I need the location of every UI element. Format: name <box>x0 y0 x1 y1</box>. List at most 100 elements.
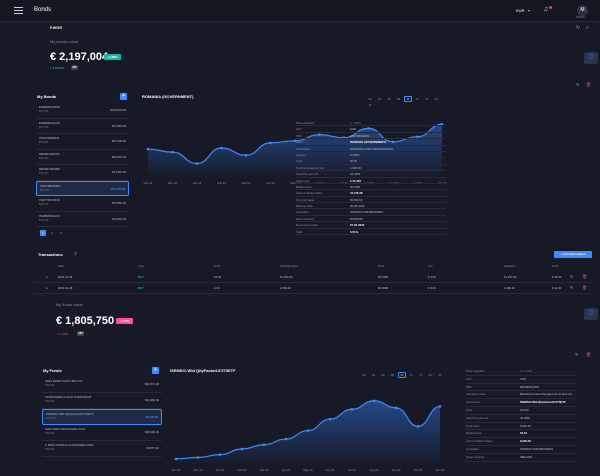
list-item[interactable]: ES0000012L29 €90,530 €21,981.00 <box>36 119 129 134</box>
detail-value: IE00BP3QZ601 <box>520 384 540 389</box>
table-row[interactable]: ● 2022-01-18 BUY 2.00 2,000.00 94.0000 € 3.00 1… <box>34 283 594 294</box>
shield-icon[interactable]: ⛉ <box>584 308 598 320</box>
range-button[interactable]: All <box>438 374 442 377</box>
list-item-value: €12,950.00 <box>145 398 159 402</box>
detail-row: Units 50.00 <box>296 158 446 165</box>
detail-row: Issuer Country ROMANIA <box>296 216 446 223</box>
list-item-sub: €90,530 <box>45 384 55 387</box>
list-item-value: €19,001.00 <box>112 216 126 221</box>
avatar[interactable]: M <box>577 5 588 16</box>
list-item-name: ISEMSCI Wld QltyFactorUCITSETF <box>46 412 94 416</box>
add-transaction-button[interactable]: + Add transaction <box>554 251 592 258</box>
list-item-name: XS2748311804 <box>40 183 61 188</box>
list-item[interactable]: X MSCI WORLD CONSUMER DISC €90,530 €4,557.… <box>42 441 162 457</box>
range-button[interactable]: All <box>368 104 372 107</box>
list-item[interactable]: XS2778371636 €90,530 €75,850.00 <box>36 196 129 212</box>
page-button[interactable]: 2 <box>51 231 53 235</box>
detail-row: Issuer Country IRELAND <box>466 454 576 462</box>
search-icon[interactable]: ⌕ <box>586 25 589 31</box>
fund-line-chart <box>174 399 442 466</box>
range-button[interactable]: 1W <box>362 374 366 377</box>
funds-period-badge: 28d <box>77 331 84 336</box>
chart-point <box>328 417 332 421</box>
list-item[interactable]: XTRACKERS II EUR OVERNIGHT €90,530 €12,950… <box>42 393 162 409</box>
x-tick-label: Nov 23 <box>435 468 445 472</box>
list-item[interactable]: ISHS MSCI EM IMI ESG SCR €90,530 €28,000.0… <box>42 425 162 441</box>
range-button[interactable]: 3Y <box>416 98 419 101</box>
bonds-pct-badge: +4.88% <box>104 54 121 60</box>
range-button[interactable]: 10Y <box>428 374 433 377</box>
edit-icon[interactable]: ✎ <box>570 285 574 290</box>
detail-key: Price evolution <box>296 121 315 125</box>
row-bullet-icon: ● <box>46 286 48 290</box>
detail-value: 50.00 <box>350 159 357 164</box>
list-item[interactable]: XS1979389261 €90,530 €41,000.00 <box>36 134 129 150</box>
list-item[interactable]: ISHS EURO GOVT BD 3-5Y €90,530 €26,574.00 <box>42 377 162 393</box>
chart-point <box>416 135 419 138</box>
detail-row: Avg Price per unit 46.3062 <box>466 415 576 423</box>
range-button[interactable]: 1W <box>368 98 372 101</box>
filter-icon[interactable]: ⚲ <box>74 251 77 256</box>
x-tick-label: May 23 <box>290 181 300 185</box>
column-header: Price <box>378 264 385 268</box>
range-button[interactable]: 3M <box>387 98 391 101</box>
detail-key: Total costs <box>296 178 310 183</box>
detail-value: 5.250% <box>350 152 360 157</box>
x-tick-label: Feb 23 <box>237 468 247 472</box>
my-bonds-panel: My Bonds + ES0000012K53 €90,530 €236,824.0… <box>34 92 130 250</box>
range-button[interactable]: 5Y <box>419 374 423 377</box>
range-button[interactable]: 3Y <box>410 374 413 377</box>
chevron-down-icon[interactable]: ▾ <box>528 8 531 13</box>
list-item-name: DE0001030559 <box>39 167 60 171</box>
menu-icon[interactable] <box>14 7 23 14</box>
list-item-value: €236,824.00 <box>110 108 126 112</box>
edit-icon[interactable]: ✎ <box>570 274 574 279</box>
list-item[interactable]: ISEMSCI Wld QltyFactorUCITSETF €90,530 €9,… <box>42 409 162 425</box>
x-tick-label: Mar 23 <box>259 468 269 472</box>
delete-icon[interactable]: 🗑 <box>586 82 592 87</box>
detail-key: Issuer Country <box>466 454 485 459</box>
detail-key: Custodian <box>466 446 479 451</box>
range-button[interactable]: 1M <box>377 98 382 101</box>
add-fund-button[interactable]: + <box>152 367 159 374</box>
range-button[interactable]: 1Y <box>404 96 412 102</box>
range-button[interactable]: 6M <box>396 98 401 101</box>
detail-row: Next coupon date 27-05-2024 <box>296 222 446 229</box>
detail-key: Issuer Country <box>296 216 315 221</box>
table-cell-price: 95.5300 <box>378 275 389 279</box>
detail-value: 30-05-2032 <box>350 204 365 209</box>
list-item[interactable]: ES0000012K53 €90,530 €236,824.00 <box>36 103 129 119</box>
detail-value: XS2748311804 <box>350 133 370 138</box>
list-item-sub: €90,530 <box>39 125 49 129</box>
delete-icon[interactable]: 🗑 <box>582 285 588 290</box>
list-item[interactable]: XS2895131103 €90,530 €19,001.00 <box>36 212 129 227</box>
range-button[interactable]: 1Y <box>398 372 406 378</box>
detail-value: 50,000.00 <box>350 197 363 202</box>
detail-key: Nominal value per unit <box>296 165 324 170</box>
range-button[interactable]: 1M <box>371 374 376 377</box>
range-button[interactable]: 3M <box>381 374 385 377</box>
add-bond-button[interactable]: + <box>120 93 127 100</box>
funds-value-label: My funds value <box>56 302 83 307</box>
page-button[interactable]: 1 <box>40 230 46 236</box>
delete-icon[interactable]: 🗑 <box>586 352 592 357</box>
currency-select[interactable]: EUR <box>516 8 525 13</box>
list-item[interactable]: DE0001030441 €90,530 €99,624.00 <box>36 150 129 165</box>
funds-value-amount: € 1,805,750 <box>56 315 115 327</box>
page-button[interactable]: 3 <box>60 231 62 235</box>
list-item[interactable]: XS2748311804 €90,530 €47,476.38 <box>36 180 129 196</box>
my-bonds-title: My Bonds <box>37 94 57 99</box>
shield-icon[interactable]: ⛉ <box>584 52 598 64</box>
list-item-name: X MSCI WORLD CONSUMER DISC <box>45 443 94 447</box>
detail-row: Price evolution (+ 6.12%) <box>466 368 576 376</box>
bell-icon[interactable]: ♫ <box>543 6 549 13</box>
range-button[interactable]: 6M <box>390 374 395 377</box>
history-icon[interactable]: ↻ <box>576 25 581 31</box>
edit-icon[interactable]: ✎ <box>576 82 580 87</box>
range-button[interactable]: 10Y <box>434 98 439 101</box>
range-button[interactable]: 5Y <box>425 98 429 101</box>
table-row[interactable]: ● 2023-10-18 BUY 15.00 15,000.00 95.5300 € 3.0… <box>34 272 594 283</box>
edit-icon[interactable]: ✎ <box>575 352 579 357</box>
delete-icon[interactable]: 🗑 <box>582 274 588 279</box>
list-item[interactable]: DE0001030559 €90,530 €14,397.00 <box>36 165 129 181</box>
